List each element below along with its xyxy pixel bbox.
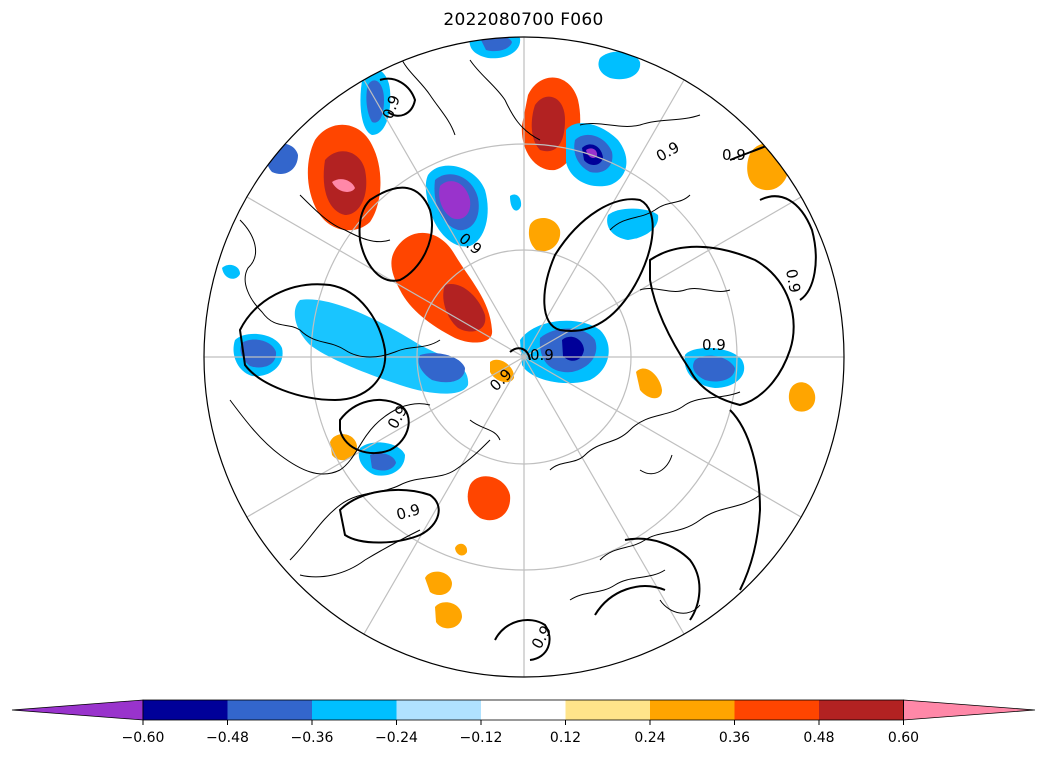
negative-anomaly <box>598 51 641 80</box>
negative-anomaly <box>510 194 522 211</box>
positive-anomaly <box>490 359 515 383</box>
negative-anomaly <box>240 339 277 368</box>
positive-anomaly <box>531 96 565 152</box>
contour-label: 0.9 <box>782 268 804 295</box>
positive-anomaly <box>435 602 462 629</box>
contour-label: 0.9 <box>528 622 556 652</box>
colorbar-segment <box>312 700 397 720</box>
positive-anomaly <box>443 284 486 332</box>
colorbar-tick-label: 0.48 <box>803 730 834 746</box>
colorbar-tick-label: 0.36 <box>719 730 750 746</box>
map-boundary <box>203 36 845 678</box>
colorbar-tick-label: 0.24 <box>634 730 665 746</box>
negative-anomaly <box>607 208 659 240</box>
negative-anomaly <box>693 355 735 382</box>
positive-anomaly <box>636 368 662 399</box>
colorbar-tick-label: −0.48 <box>206 730 249 746</box>
colorbar-segment <box>481 700 566 720</box>
colorbar-segment <box>734 700 820 720</box>
colorbar-segment <box>227 700 313 720</box>
positive-anomaly <box>330 434 357 461</box>
colorbar-segment <box>565 700 651 720</box>
colorbar-segment <box>650 700 735 720</box>
negative-anomaly <box>370 452 396 471</box>
colorbar-segment <box>819 700 904 720</box>
contour-label: 0.9 <box>530 346 554 364</box>
contour-label: 0.9 <box>702 336 726 354</box>
colorbar-extend-low <box>11 699 144 721</box>
colorbar-tick-label: 0.60 <box>888 730 919 746</box>
positive-anomaly <box>332 179 355 192</box>
contour-label: 0.9 <box>653 138 683 166</box>
colorbar-tick-label: −0.24 <box>375 730 418 746</box>
positive-anomaly <box>788 382 816 412</box>
contour-label: 0.9 <box>722 146 746 164</box>
colorbar-tick-label: −0.12 <box>460 730 503 746</box>
colorbar-extend-high <box>903 699 1036 721</box>
graticule <box>204 37 844 677</box>
colorbar-tick-label: −0.36 <box>291 730 334 746</box>
positive-anomaly <box>455 543 468 556</box>
positive-anomaly <box>467 476 511 521</box>
negative-anomaly <box>439 181 471 220</box>
negative-anomaly <box>222 264 240 279</box>
colorbar-outline <box>142 699 904 721</box>
anomaly-fills <box>222 37 816 629</box>
colorbar-segment <box>143 700 228 720</box>
positive-anomaly <box>528 218 561 252</box>
map-title: 2022080700 F060 <box>443 10 604 30</box>
map-disk: 0.9 0.9 0.9 0.9 0.9 0.9 0.9 0.9 0.9 0.9 … <box>204 37 844 677</box>
negative-anomaly <box>418 353 465 383</box>
colorbar-tick-label: 0.12 <box>550 730 581 746</box>
colorbar-tick-label: −0.60 <box>122 730 165 746</box>
contour-label: 0.9 <box>394 500 422 524</box>
positive-anomaly <box>425 571 452 595</box>
colorbar: −0.60 −0.48 −0.36 −0.24 −0.12 0.12 0.24 0.36 0.4… <box>11 699 1036 746</box>
colorbar-segment <box>396 700 482 720</box>
coastlines <box>229 54 761 614</box>
negative-anomaly <box>562 336 584 361</box>
